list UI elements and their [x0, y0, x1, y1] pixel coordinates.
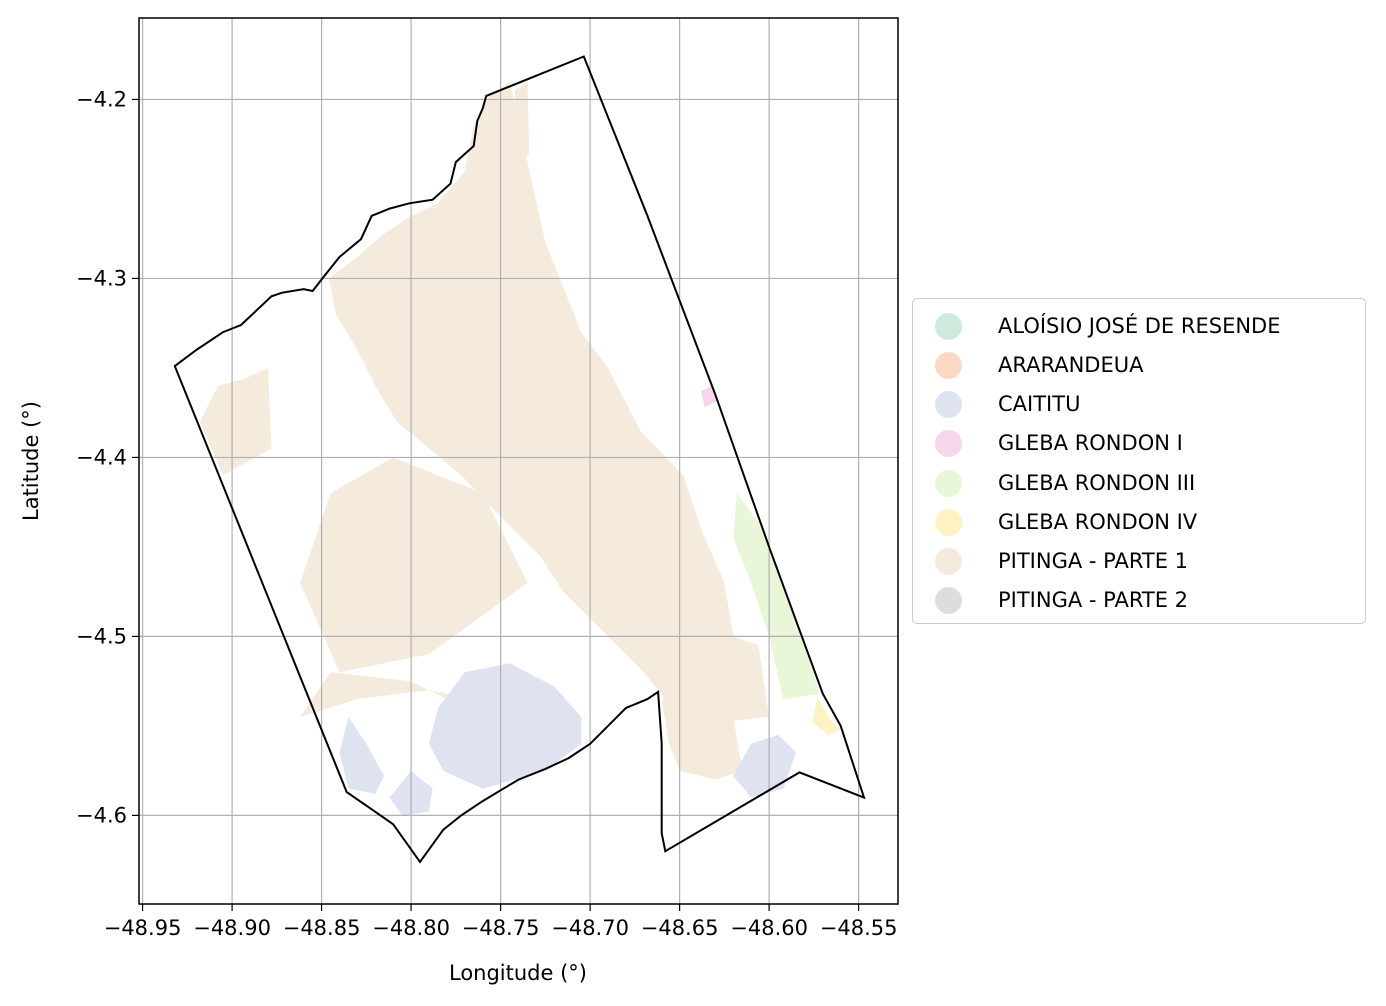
x-axis-ticks: −48.95 −48.90 −48.85 −48.80 −48.75 −48.70 −48.…	[104, 904, 898, 940]
grid-layer	[139, 18, 898, 904]
region-gleba-rondon-iii	[733, 493, 820, 700]
legend-label: GLEBA RONDON I	[998, 431, 1183, 455]
region-pitinga-parte-1	[199, 367, 272, 476]
y-tick-label: −4.3	[76, 266, 127, 290]
legend-label: PITINGA - PARTE 1	[998, 549, 1189, 573]
region-gleba-rondon-i	[701, 385, 719, 408]
legend-label: GLEBA RONDON IV	[998, 510, 1198, 534]
y-axis-ticks: −4.2 −4.3 −4.4 −4.5 −4.6	[76, 87, 139, 827]
legend-swatch-icon	[935, 351, 962, 379]
region-pitinga-parte-1	[661, 690, 743, 780]
region-pitinga-parte-1	[328, 81, 770, 723]
region-caititu	[429, 663, 582, 789]
x-tick-label: −48.85	[283, 916, 361, 940]
x-tick-label: −48.80	[372, 916, 450, 940]
legend-swatch-icon	[935, 547, 962, 575]
y-tick-label: −4.2	[76, 87, 127, 111]
region-pitinga-parte-1	[514, 81, 530, 171]
x-tick-label: −48.95	[104, 916, 182, 940]
y-tick-label: −4.5	[76, 624, 127, 648]
x-tick-label: −48.70	[551, 916, 629, 940]
x-axis-label: Longitude (°)	[449, 961, 587, 985]
region-gleba-rondon-iv	[812, 697, 841, 735]
legend: ALOÍSIO JOSÉ DE RESENDE ARARANDEUA CAITI…	[912, 298, 1366, 624]
x-tick-label: −48.90	[193, 916, 271, 940]
legend-swatch-icon	[935, 312, 962, 340]
legend-label: CAITITU	[998, 392, 1081, 416]
region-pitinga-parte-1	[300, 672, 582, 753]
regions-layer	[199, 81, 841, 816]
legend-swatch-icon	[935, 469, 962, 497]
legend-label: ALOÍSIO JOSÉ DE RESENDE	[998, 314, 1281, 338]
municipality-boundary	[173, 55, 866, 864]
x-tick-label: −48.65	[641, 916, 719, 940]
region-caititu	[339, 717, 385, 794]
region-caititu	[733, 734, 796, 798]
x-tick-label: −48.75	[462, 916, 540, 940]
region-pitinga-parte-1	[300, 457, 528, 673]
plot-frame	[138, 17, 899, 905]
y-tick-label: −4.4	[76, 445, 127, 469]
y-tick-label: −4.6	[76, 803, 127, 827]
legend-swatch-icon	[935, 586, 962, 614]
legend-swatch-icon	[935, 429, 962, 457]
legend-label: GLEBA RONDON III	[998, 471, 1196, 495]
x-tick-label: −48.55	[820, 916, 898, 940]
x-tick-label: −48.60	[730, 916, 808, 940]
legend-label: PITINGA - PARTE 2	[998, 588, 1189, 612]
legend-label: ARARANDEUA	[998, 353, 1144, 377]
y-axis-label: Latitude (°)	[19, 401, 43, 521]
legend-swatch-icon	[935, 390, 962, 418]
legend-swatch-icon	[935, 508, 962, 536]
